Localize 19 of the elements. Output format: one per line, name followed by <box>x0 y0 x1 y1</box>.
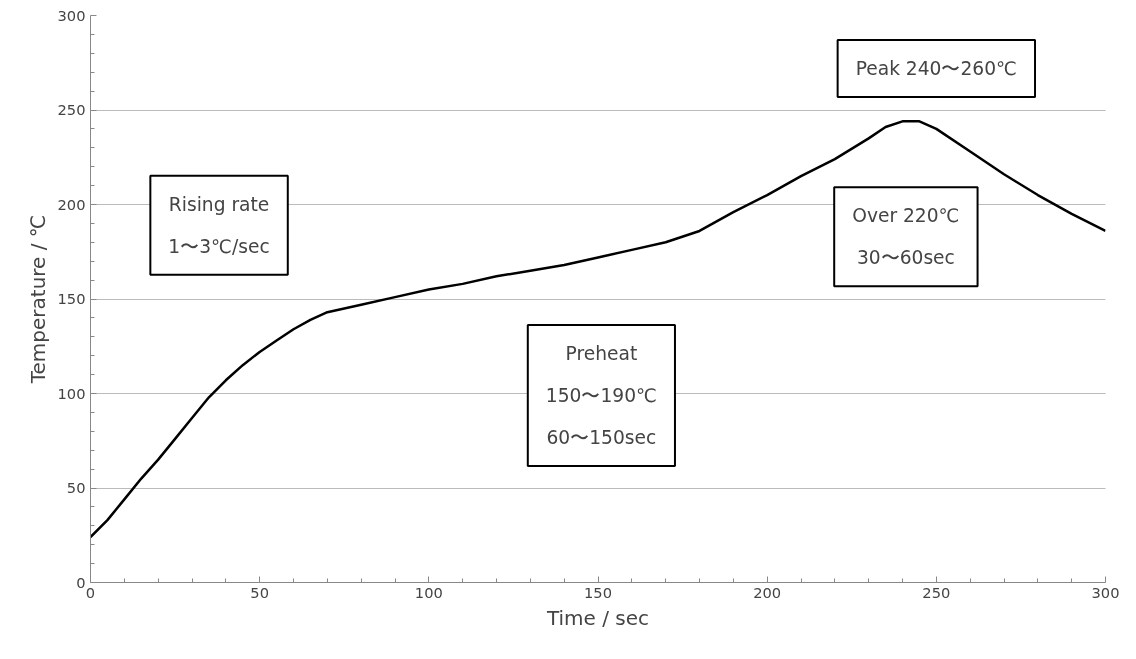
x-tick-label: 150 <box>584 583 612 601</box>
y-tick-label: 250 <box>57 101 86 118</box>
y-tick-label: 300 <box>57 6 86 24</box>
y-axis-title: Temperature / ℃ <box>25 214 50 385</box>
y-tick-label: 50 <box>66 479 86 496</box>
annotation: Preheat 150〜190℃ 60〜150sec <box>545 342 657 448</box>
annotation: Peak 240〜260℃ <box>855 57 1018 79</box>
annotation: Over 220℃ 30〜60sec <box>852 205 960 269</box>
annotation: Rising rate 1〜3℃/sec <box>168 193 270 257</box>
x-tick-label: 100 <box>414 583 443 601</box>
x-axis-title: Time / sec <box>545 605 650 630</box>
x-tick-label: 50 <box>250 583 269 601</box>
y-tick-label: 150 <box>57 290 86 307</box>
x-tick-label: 250 <box>922 583 951 601</box>
x-tick-label: 200 <box>753 583 782 601</box>
y-tick-label: 100 <box>57 384 86 402</box>
line-series <box>90 120 1106 539</box>
x-tick-label: 300 <box>1091 583 1120 601</box>
y-tick-label: 200 <box>57 195 86 213</box>
